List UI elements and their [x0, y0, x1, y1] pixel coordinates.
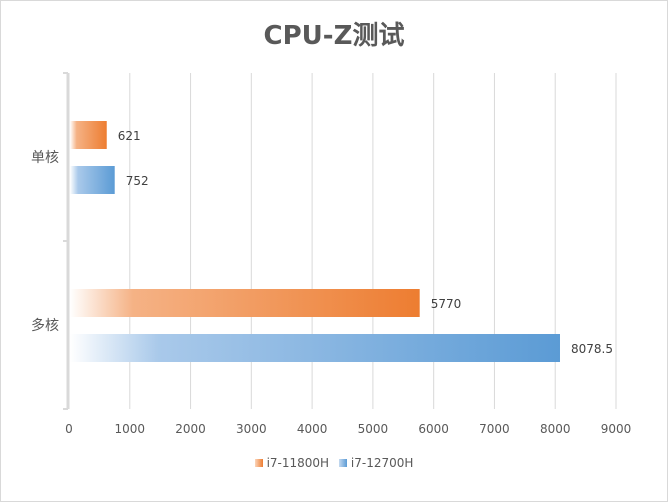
x-tick-label: 5000 — [358, 422, 389, 436]
legend: i7-11800H i7-12700H — [1, 456, 667, 470]
legend-item-i7-12700h: i7-12700H — [338, 456, 414, 470]
x-tick-label: 6000 — [418, 422, 449, 436]
category-label: 单核 — [31, 150, 59, 166]
data-label: 5770 — [431, 297, 462, 311]
x-tick-label: 9000 — [601, 422, 632, 436]
category-label: 多核 — [31, 317, 59, 334]
data-label: 8078.5 — [571, 342, 613, 356]
x-tick-label: 8000 — [540, 422, 571, 436]
legend-label: i7-12700H — [350, 456, 414, 470]
legend-swatch — [254, 459, 263, 467]
x-tick-label: 7000 — [479, 422, 510, 436]
data-label: 621 — [118, 129, 141, 143]
bar-i7-12700H-多核 — [70, 334, 560, 362]
bar-i7-12700H-单核 — [70, 166, 115, 194]
bar-i7-11800H-单核 — [70, 121, 107, 149]
x-tick-label: 2000 — [175, 422, 206, 436]
x-tick-label: 3000 — [236, 422, 267, 436]
x-tick-label: 4000 — [297, 422, 328, 436]
legend-label: i7-11800H — [266, 456, 330, 470]
x-tick-label: 0 — [65, 422, 73, 436]
bar-i7-11800H-多核 — [70, 289, 420, 317]
legend-swatch — [338, 459, 347, 467]
data-label: 752 — [126, 174, 149, 188]
x-tick-label: 1000 — [115, 422, 146, 436]
chart-title: CPU-Z测试 — [263, 21, 405, 51]
legend-item-i7-11800h: i7-11800H — [254, 456, 330, 470]
